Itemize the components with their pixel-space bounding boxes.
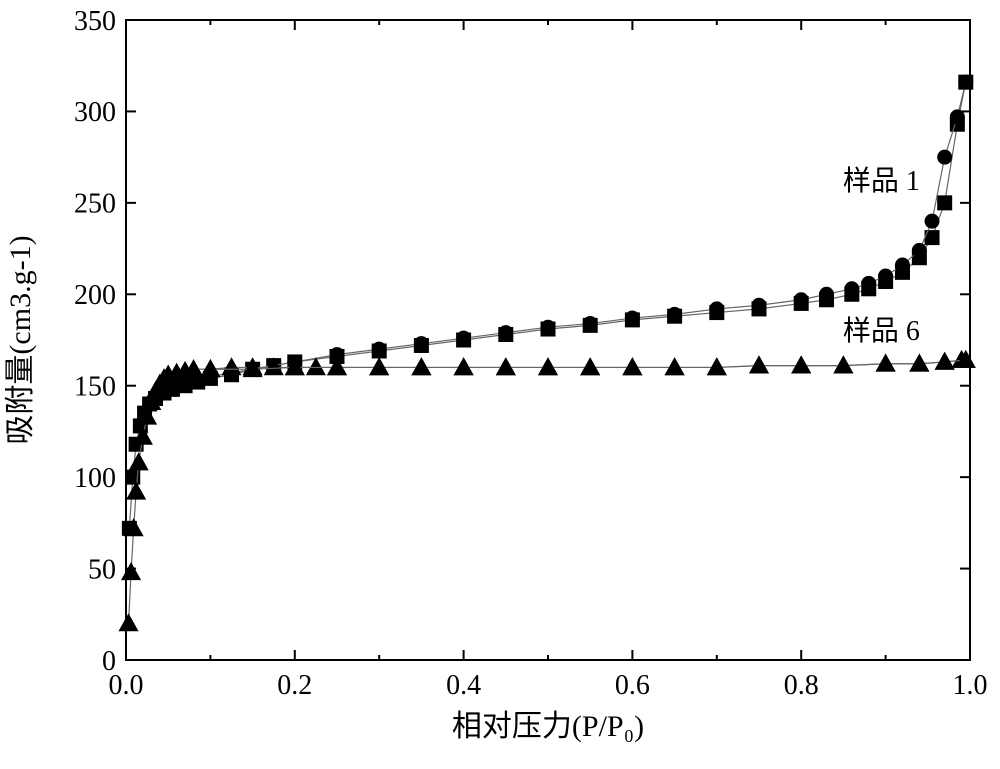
series-marker-sample6_desorption <box>708 358 726 375</box>
y-axis-label: 吸附量(cm3.g-1) <box>4 235 37 444</box>
series-marker-sample6_adsorption <box>222 358 240 375</box>
series-marker-sample1_desorption <box>541 320 555 334</box>
y-tick-label: 300 <box>74 97 116 128</box>
series-marker-sample1_desorption <box>710 302 724 316</box>
y-tick-label: 200 <box>74 280 116 311</box>
series-marker-sample1_desorption <box>794 293 808 307</box>
series-marker-sample1_desorption <box>372 342 386 356</box>
series-marker-sample1_desorption <box>845 282 859 296</box>
series-marker-sample6_desorption <box>581 358 599 375</box>
series-marker-sample6_desorption <box>876 355 894 372</box>
series-marker-sample6_desorption <box>623 358 641 375</box>
x-tick-label: 0.6 <box>615 670 650 701</box>
y-tick-label: 100 <box>74 463 116 494</box>
series-marker-sample6_desorption <box>834 356 852 373</box>
series-marker-sample6_desorption <box>539 358 557 375</box>
series-marker-sample1_desorption <box>668 307 682 321</box>
series-marker-sample6_desorption <box>792 356 810 373</box>
annotation-label: 样品 6 <box>843 315 920 347</box>
chart-root: 0.00.20.40.60.81.0050100150200250300350相… <box>0 0 1000 769</box>
series-marker-sample6_desorption <box>370 358 388 375</box>
series-marker-sample1_desorption <box>414 337 428 351</box>
x-tick-label: 0.8 <box>784 670 819 701</box>
series-marker-sample6_desorption <box>497 358 515 375</box>
series-marker-sample1_desorption <box>752 298 766 312</box>
series-marker-sample6_desorption <box>665 358 683 375</box>
series-marker-sample1_desorption <box>895 258 909 272</box>
x-axis-label: 相对压力(P/P₀) <box>452 710 644 743</box>
series-marker-sample1_adsorption <box>938 196 952 210</box>
series-marker-sample1_adsorption <box>178 379 192 393</box>
y-tick-label: 150 <box>74 372 116 403</box>
x-tick-label: 1.0 <box>953 670 988 701</box>
series-marker-sample1_desorption <box>925 214 939 228</box>
series-marker-sample6_adsorption <box>119 614 137 631</box>
annotation-label: 样品 1 <box>843 165 920 197</box>
y-tick-label: 250 <box>74 189 116 220</box>
series-marker-sample1_desorption <box>912 243 926 257</box>
series-marker-sample1_desorption <box>499 326 513 340</box>
series-marker-sample1_desorption <box>862 276 876 290</box>
series-marker-sample1_desorption <box>457 331 471 345</box>
chart-svg: 0.00.20.40.60.81.0050100150200250300350相… <box>0 0 1000 769</box>
series-line-sample1_adsorption <box>129 82 965 528</box>
series-marker-sample6_adsorption <box>122 563 140 580</box>
series-marker-sample6_desorption <box>750 356 768 373</box>
series-marker-sample1_desorption <box>950 110 964 124</box>
x-tick-label: 0.4 <box>446 670 481 701</box>
series-marker-sample1_desorption <box>820 287 834 301</box>
series-marker-sample1_desorption <box>959 75 973 89</box>
y-tick-label: 0 <box>102 646 116 677</box>
series-line-sample6_adsorption <box>129 360 966 623</box>
series-marker-sample6_adsorption <box>307 358 325 375</box>
x-tick-label: 0.2 <box>277 670 312 701</box>
series-marker-sample6_adsorption <box>129 453 147 470</box>
y-tick-label: 50 <box>88 554 116 585</box>
series-marker-sample6_adsorption <box>127 483 145 500</box>
series-marker-sample6_desorption <box>454 358 472 375</box>
series-marker-sample1_desorption <box>879 269 893 283</box>
series-marker-sample1_desorption <box>938 150 952 164</box>
series-marker-sample1_desorption <box>625 311 639 325</box>
y-tick-label: 350 <box>74 6 116 37</box>
series-marker-sample1_desorption <box>583 317 597 331</box>
series-marker-sample6_desorption <box>412 358 430 375</box>
